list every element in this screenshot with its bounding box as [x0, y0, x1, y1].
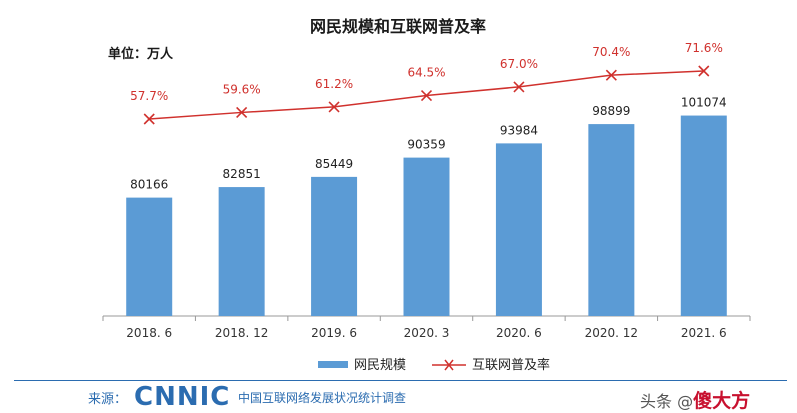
legend-label-bar: 网民规模 — [354, 358, 406, 373]
x-tick-label: 2019. 6 — [311, 326, 357, 340]
rate-marker-4 — [513, 81, 525, 93]
rate-marker-2 — [328, 101, 340, 113]
rate-value-label: 70.4% — [592, 45, 630, 59]
bar-value-label: 82851 — [223, 167, 261, 181]
rate-marker-1 — [236, 106, 248, 119]
bar-value-label: 90359 — [407, 138, 445, 152]
bar-value-label: 93984 — [500, 123, 538, 137]
source-org: 中国互联网络发展状况统计调查 — [238, 391, 407, 405]
footer-divider — [14, 380, 787, 381]
bar-0 — [126, 197, 173, 316]
rate-marker-5 — [605, 69, 617, 81]
bar-value-label: 101074 — [681, 96, 727, 110]
watermark-brand: 傻大方 — [693, 390, 751, 412]
x-tick-label: 2020. 6 — [496, 326, 542, 340]
x-tick-label: 2018. 6 — [126, 326, 172, 340]
rate-marker-3 — [420, 89, 433, 102]
chart-title: 网民规模和互联网普及率 — [310, 17, 486, 36]
legend: 网民规模 互联网普及率 — [318, 357, 550, 373]
watermark: 头条 @傻大方 — [640, 386, 750, 413]
legend-label-line: 互联网普及率 — [472, 357, 550, 373]
watermark-prefix: 头条 @ — [640, 392, 694, 411]
rate-value-label: 71.6% — [685, 41, 723, 55]
bar-1 — [218, 187, 265, 316]
footer: 来源： CNNIC 中国互联网络发展状况统计调查 头条 @傻大方 — [0, 380, 797, 412]
x-tick-label: 2018. 12 — [215, 326, 268, 340]
rate-value-label: 61.2% — [315, 77, 353, 91]
x-tick-label: 2021. 6 — [681, 326, 727, 340]
bar-6 — [680, 115, 727, 316]
bar-value-label: 80166 — [130, 178, 168, 192]
rate-value-label: 64.5% — [407, 66, 445, 80]
legend-swatch-bar — [318, 361, 348, 368]
bar-value-label: 98899 — [592, 104, 630, 118]
chart: 网民规模和互联网普及率 单位：万人 80166 82851 85449 90359 93… — [102, 17, 751, 373]
rate-marker-0 — [143, 113, 155, 125]
x-tick-label: 2020. 12 — [585, 326, 638, 340]
rate-marker-6 — [698, 65, 710, 77]
rate-value-label: 57.7% — [130, 89, 168, 103]
legend-swatch-marker — [444, 359, 454, 371]
bar-2 — [311, 176, 358, 316]
bar-5 — [588, 124, 635, 317]
unit-label: 单位：万人 — [108, 46, 174, 62]
rate-value-label: 67.0% — [500, 57, 538, 71]
bar-4 — [495, 143, 542, 316]
x-tick-label: 2020. 3 — [404, 326, 450, 340]
source-label: 来源： — [88, 392, 128, 407]
cnnic-logo: CNNIC — [134, 382, 231, 412]
rate-value-label: 59.6% — [223, 82, 261, 96]
bar-3 — [403, 157, 450, 316]
bar-value-label: 85449 — [315, 157, 353, 171]
